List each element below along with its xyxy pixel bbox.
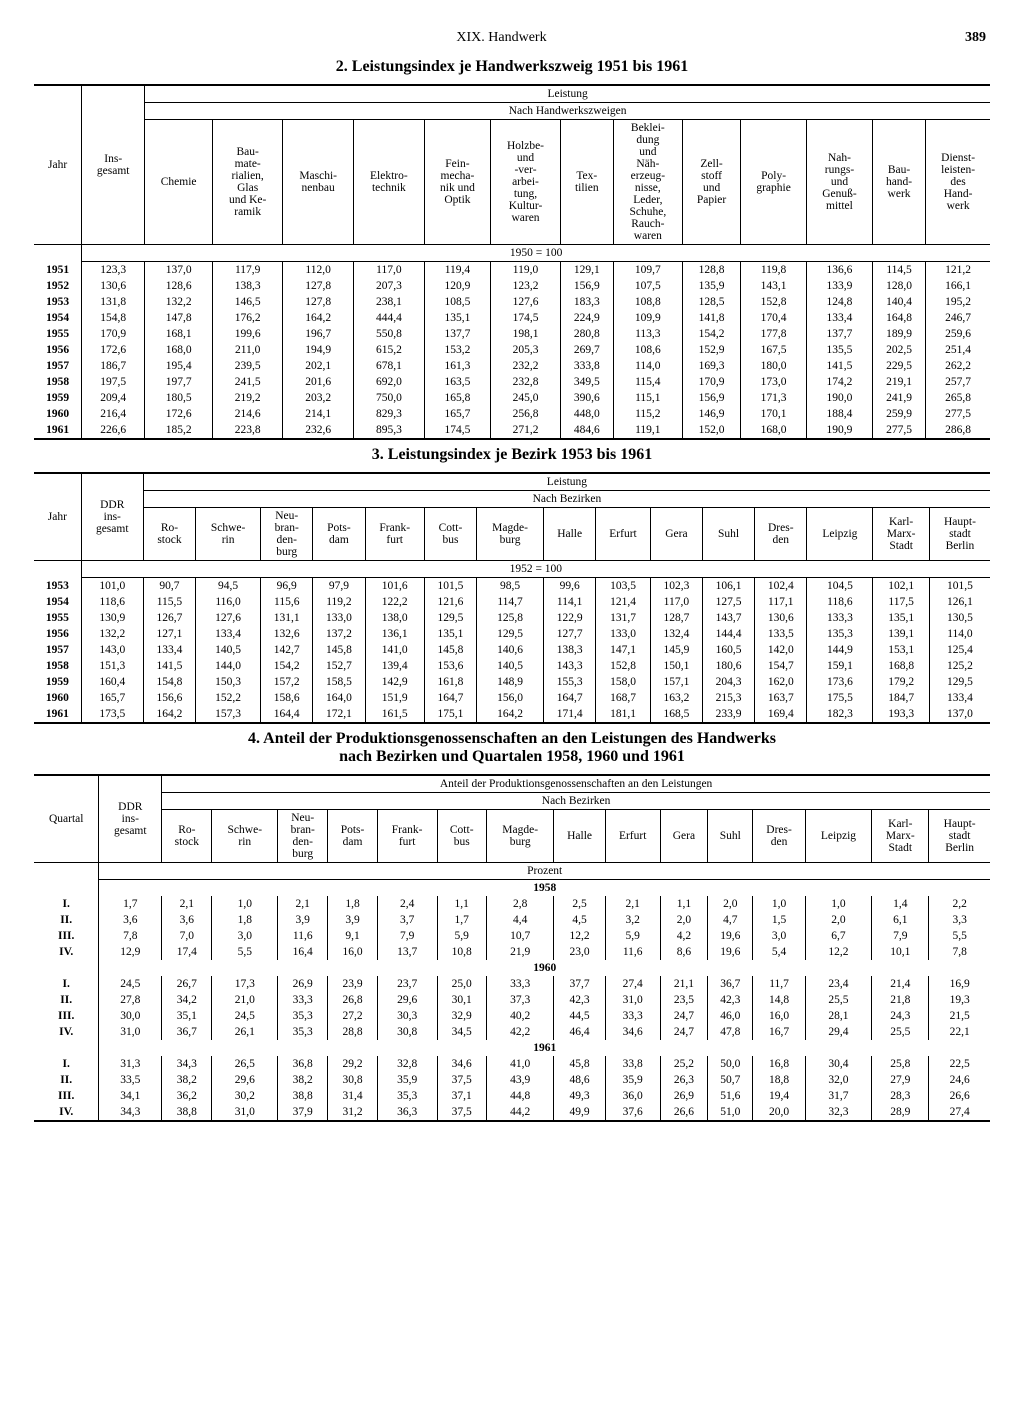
table4-title: 4. Anteil der Produktionsgenossenschafte… [34, 730, 990, 766]
table-row: III.30,035,124,535,327,230,332,940,244,5… [34, 1008, 990, 1024]
table-row: I.24,526,717,326,923,923,725,033,337,727… [34, 976, 990, 992]
table-row: 1958197,5197,7241,5201,6692,0163,5232,83… [34, 374, 990, 390]
table-row: 1952130,6128,6138,3127,8207,3120,9123,21… [34, 278, 990, 294]
table-row: 1956132,2127,1133,4132,6137,2136,1135,11… [34, 626, 990, 642]
table-row: 1956172,6168,0211,0194,9615,2153,2205,32… [34, 342, 990, 358]
page-number: 389 [965, 30, 986, 46]
table-row: 1954154,8147,8176,2164,2444,4135,1174,52… [34, 310, 990, 326]
table-row: 1955170,9168,1199,6196,7550,8137,7198,12… [34, 326, 990, 342]
table-row: IV.34,338,831,037,931,236,337,544,249,93… [34, 1104, 990, 1121]
table-row: IV.12,917,45,516,416,013,710,821,923,011… [34, 944, 990, 960]
table-row: 1957143,0133,4140,5142,7145,8141,0145,81… [34, 642, 990, 658]
table-row: 1958151,3141,5144,0154,2152,7139,4153,61… [34, 658, 990, 674]
table-row: 1954118,6115,5116,0115,6119,2122,2121,61… [34, 594, 990, 610]
table-row: 1960216,4172,6214,6214,1829,3165,7256,84… [34, 406, 990, 422]
table-row: 1959160,4154,8150,3157,2158,5142,9161,81… [34, 674, 990, 690]
table-row: IV.31,036,726,135,328,830,834,542,246,43… [34, 1024, 990, 1040]
table-row: 1959209,4180,5219,2203,2750,0165,8245,03… [34, 390, 990, 406]
table-row: 1961173,5164,2157,3164,4172,1161,5175,11… [34, 706, 990, 723]
table4: QuartalDDR ins- gesamtAnteil der Produkt… [34, 774, 990, 1122]
table2-title: 2. Leistungsindex je Handwerkszweig 1951… [34, 58, 990, 76]
table-row: 1953131,8132,2146,5127,8238,1108,5127,61… [34, 294, 990, 310]
table-row: 1957186,7195,4239,5202,1678,1161,3232,23… [34, 358, 990, 374]
table-row: III.34,136,230,238,831,435,337,144,849,3… [34, 1088, 990, 1104]
table-row: II.33,538,229,638,230,835,937,543,948,63… [34, 1072, 990, 1088]
table-row: II.27,834,221,033,326,829,630,137,342,33… [34, 992, 990, 1008]
table-row: 1961226,6185,2223,8232,6895,3174,5271,24… [34, 422, 990, 439]
table3: JahrDDR ins- gesamtLeistungNach Bezirken… [34, 472, 990, 724]
table-row: 1960165,7156,6152,2158,6164,0151,9164,71… [34, 690, 990, 706]
table-row: 1951123,3137,0117,9112,0117,0119,4119,01… [34, 262, 990, 279]
table-row: I.31,334,326,536,829,232,834,641,045,833… [34, 1056, 990, 1072]
table-row: II.3,63,61,83,93,93,71,74,44,53,22,04,71… [34, 912, 990, 928]
table-row: I.1,72,11,02,11,82,41,12,82,52,11,12,01,… [34, 896, 990, 912]
table-row: III.7,87,03,011,69,17,95,910,712,25,94,2… [34, 928, 990, 944]
table-row: 1953101,090,794,596,997,9101,6101,598,59… [34, 578, 990, 595]
table3-title: 3. Leistungsindex je Bezirk 1953 bis 196… [34, 446, 990, 464]
table-row: 1955130,9126,7127,6131,1133,0138,0129,51… [34, 610, 990, 626]
chapter-title: XIX. Handwerk [38, 30, 965, 46]
page-header: XIX. Handwerk 389 [34, 30, 990, 52]
table2: JahrIns- gesamtLeistungNach Handwerkszwe… [34, 84, 990, 440]
